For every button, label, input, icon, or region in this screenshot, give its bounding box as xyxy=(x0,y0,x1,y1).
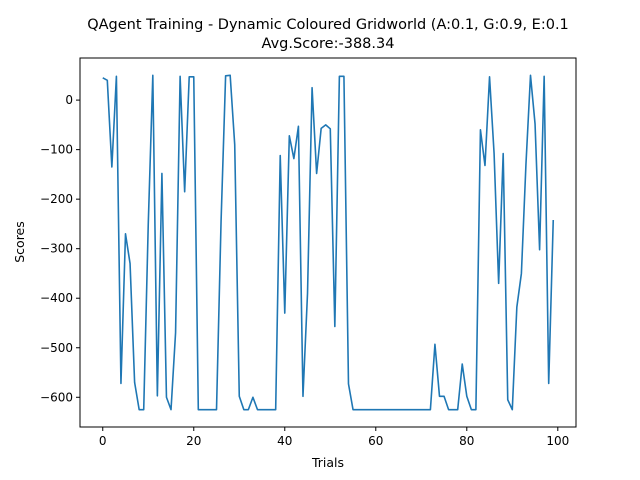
x-tick-label: 100 xyxy=(546,434,569,448)
chart-subtitle: Avg.Score:-388.34 xyxy=(262,36,395,52)
x-axis-label: Trials xyxy=(311,455,344,470)
x-tick-label: 20 xyxy=(186,434,201,448)
y-tick-label: −300 xyxy=(40,242,73,256)
y-tick-label: −100 xyxy=(40,143,73,157)
x-tick-label: 0 xyxy=(99,434,107,448)
y-tick-label: −200 xyxy=(40,192,73,206)
y-tick-label: 0 xyxy=(65,93,73,107)
axes-frame xyxy=(79,57,577,428)
x-tick-label: 80 xyxy=(459,434,474,448)
y-tick-label: −500 xyxy=(40,341,73,355)
x-tick-label: 40 xyxy=(277,434,292,448)
y-tick-label: −600 xyxy=(40,390,73,404)
chart-title: QAgent Training - Dynamic Coloured Gridw… xyxy=(87,17,569,33)
plot-area xyxy=(102,74,555,411)
series-line-0 xyxy=(102,74,555,411)
x-axis-ticks: 0 20 40 60 80 100 xyxy=(99,427,569,448)
y-axis-label: Scores xyxy=(12,221,27,263)
y-axis-ticks: 0 −100 −200 −300 −400 −500 −600 xyxy=(40,93,80,404)
y-tick-label: −400 xyxy=(40,291,73,305)
x-tick-label: 60 xyxy=(368,434,383,448)
